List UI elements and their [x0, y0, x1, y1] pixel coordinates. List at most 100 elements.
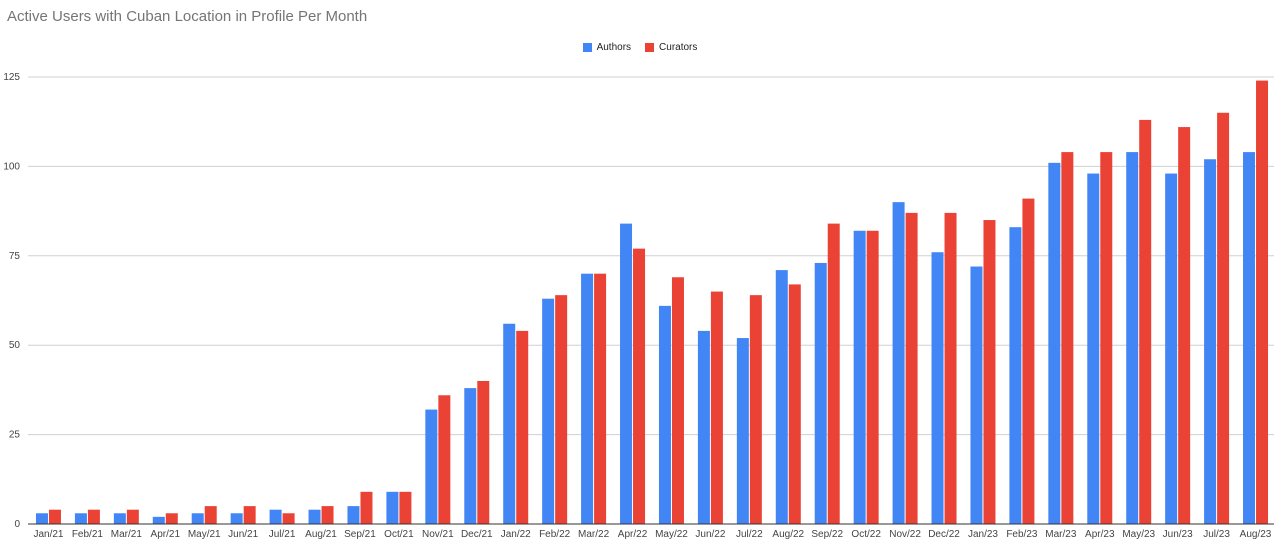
bar-curators[interactable] — [1217, 112, 1230, 524]
bar-authors[interactable] — [620, 223, 633, 524]
bar-authors[interactable] — [113, 513, 126, 524]
bar-curators[interactable] — [399, 491, 412, 524]
bar-curators[interactable] — [594, 273, 607, 524]
bar-authors[interactable] — [697, 330, 710, 524]
x-tick-label: Mar/23 — [1045, 529, 1077, 540]
bar-curators[interactable] — [321, 506, 334, 524]
x-tick-label: Nov/21 — [422, 529, 454, 540]
bar-authors[interactable] — [35, 513, 48, 524]
bar-authors[interactable] — [425, 409, 438, 524]
bar-authors[interactable] — [814, 262, 827, 524]
bar-curators[interactable] — [555, 295, 568, 524]
bar-curators[interactable] — [1256, 80, 1269, 525]
bar-authors[interactable] — [1009, 227, 1022, 524]
x-tick-label: Mar/21 — [111, 529, 143, 540]
bar-authors[interactable] — [191, 513, 204, 524]
bar-authors[interactable] — [736, 338, 749, 524]
bar-curators[interactable] — [438, 395, 451, 524]
bar-curators[interactable] — [243, 506, 256, 524]
legend-label-authors: Authors — [596, 42, 632, 53]
x-tick-label: Jan/22 — [501, 529, 531, 540]
bar-curators[interactable] — [165, 513, 178, 524]
x-tick-label: Mar/22 — [578, 529, 610, 540]
x-tick-label: Nov/22 — [889, 529, 921, 540]
bar-authors[interactable] — [347, 506, 360, 524]
x-tick-label: Dec/22 — [928, 529, 960, 540]
x-tick-label: Oct/22 — [851, 529, 881, 540]
bar-curators[interactable] — [749, 295, 762, 524]
bar-authors[interactable] — [230, 513, 243, 524]
bar-authors[interactable] — [1048, 162, 1061, 524]
bar-curators[interactable] — [944, 212, 957, 524]
bar-authors[interactable] — [503, 323, 516, 524]
bar-authors[interactable] — [853, 230, 866, 524]
bar-curators[interactable] — [204, 506, 217, 524]
bar-curators[interactable] — [866, 230, 879, 524]
x-tick-label: Apr/22 — [618, 529, 648, 540]
x-tick-label: Sep/21 — [344, 529, 376, 540]
bar-curators[interactable] — [360, 491, 373, 524]
bar-curators[interactable] — [633, 248, 646, 524]
bar-authors[interactable] — [1204, 159, 1217, 525]
x-tick-label: Feb/23 — [1006, 529, 1038, 540]
x-tick-label: Aug/21 — [305, 529, 337, 540]
x-tick-label: May/21 — [188, 529, 221, 540]
bar-curators[interactable] — [671, 277, 684, 524]
x-tick-label: Aug/23 — [1240, 529, 1272, 540]
x-tick-label: Jan/23 — [968, 529, 998, 540]
bar-authors[interactable] — [152, 516, 165, 524]
x-tick-label: Jun/21 — [228, 529, 258, 540]
y-tick-label: 0 — [14, 519, 20, 530]
bar-authors[interactable] — [581, 273, 594, 524]
y-tick-label: 125 — [3, 72, 20, 83]
bar-curators[interactable] — [827, 223, 840, 524]
bar-curators[interactable] — [1022, 198, 1035, 525]
x-tick-label: Feb/22 — [539, 529, 571, 540]
bar-curators[interactable] — [1100, 152, 1113, 524]
bar-curators[interactable] — [516, 330, 529, 524]
bar-curators[interactable] — [983, 220, 996, 525]
bar-curators[interactable] — [48, 509, 61, 524]
bar-curators[interactable] — [1139, 119, 1152, 525]
bar-authors[interactable] — [386, 491, 399, 524]
bar-authors[interactable] — [74, 513, 87, 524]
bar-curators[interactable] — [87, 509, 100, 524]
y-tick-label: 50 — [9, 340, 21, 351]
chart-legend: Authors Curators — [0, 42, 1280, 53]
x-tick-label: Jul/23 — [1203, 529, 1230, 540]
bar-curators[interactable] — [477, 380, 490, 524]
y-tick-label: 25 — [9, 430, 21, 441]
bar-curators[interactable] — [126, 509, 139, 524]
bar-authors[interactable] — [1243, 152, 1256, 524]
bar-authors[interactable] — [658, 305, 671, 524]
bar-authors[interactable] — [1087, 173, 1100, 524]
bar-curators[interactable] — [282, 513, 295, 524]
legend-item-authors[interactable]: Authors — [582, 42, 632, 53]
bar-authors[interactable] — [269, 509, 282, 524]
x-tick-label: Feb/21 — [72, 529, 104, 540]
bar-curators[interactable] — [1061, 152, 1074, 524]
x-tick-label: Apr/21 — [151, 529, 181, 540]
legend-item-curators[interactable]: Curators — [645, 42, 697, 53]
x-tick-label: Oct/21 — [384, 529, 414, 540]
bar-authors[interactable] — [931, 252, 944, 524]
bar-authors[interactable] — [892, 202, 905, 524]
bar-authors[interactable] — [1126, 152, 1139, 524]
x-tick-label: Apr/23 — [1085, 529, 1115, 540]
x-tick-label: May/22 — [655, 529, 688, 540]
x-tick-label: Jul/21 — [269, 529, 296, 540]
bar-authors[interactable] — [775, 270, 788, 524]
bar-curators[interactable] — [788, 284, 801, 524]
x-tick-label: Aug/22 — [772, 529, 804, 540]
bar-curators[interactable] — [710, 291, 723, 524]
bar-curators[interactable] — [1178, 127, 1191, 525]
bar-authors[interactable] — [308, 509, 321, 524]
legend-swatch-curators — [645, 43, 655, 52]
bar-authors[interactable] — [1165, 173, 1178, 524]
bar-authors[interactable] — [970, 266, 983, 524]
bar-authors[interactable] — [542, 298, 555, 524]
bar-authors[interactable] — [464, 388, 477, 524]
legend-swatch-authors — [582, 43, 592, 52]
bar-curators[interactable] — [905, 212, 918, 524]
x-tick-label: Dec/21 — [461, 529, 493, 540]
